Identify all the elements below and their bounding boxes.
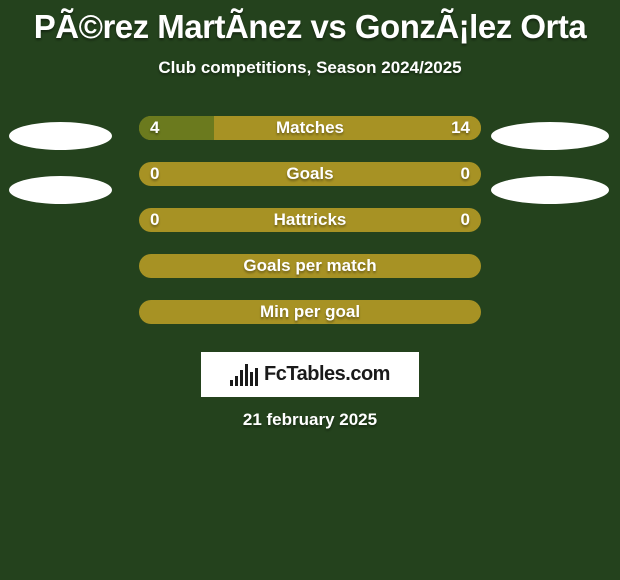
bar-track bbox=[139, 254, 481, 278]
watermark: FcTables.com bbox=[201, 352, 419, 397]
date-label: 21 february 2025 bbox=[0, 410, 620, 430]
comparison-row: Hattricks00 bbox=[0, 208, 620, 232]
watermark-chart-icon bbox=[230, 364, 258, 386]
watermark-text: FcTables.com bbox=[264, 363, 390, 386]
right-player-ellipse bbox=[491, 176, 609, 204]
page-title: PÃ©rez MartÃ­nez vs GonzÃ¡lez Orta bbox=[0, 0, 620, 46]
bar-track bbox=[139, 300, 481, 324]
left-player-ellipse bbox=[9, 122, 112, 150]
bar-left-fill bbox=[139, 116, 214, 140]
left-player-ellipse bbox=[9, 176, 112, 204]
comparison-row: Min per goal bbox=[0, 300, 620, 324]
bar-track bbox=[139, 162, 481, 186]
subtitle: Club competitions, Season 2024/2025 bbox=[0, 58, 620, 78]
bar-right-fill bbox=[214, 116, 481, 140]
bar-track bbox=[139, 208, 481, 232]
right-player-ellipse bbox=[491, 122, 609, 150]
bar-track bbox=[139, 116, 481, 140]
comparison-row: Goals per match bbox=[0, 254, 620, 278]
